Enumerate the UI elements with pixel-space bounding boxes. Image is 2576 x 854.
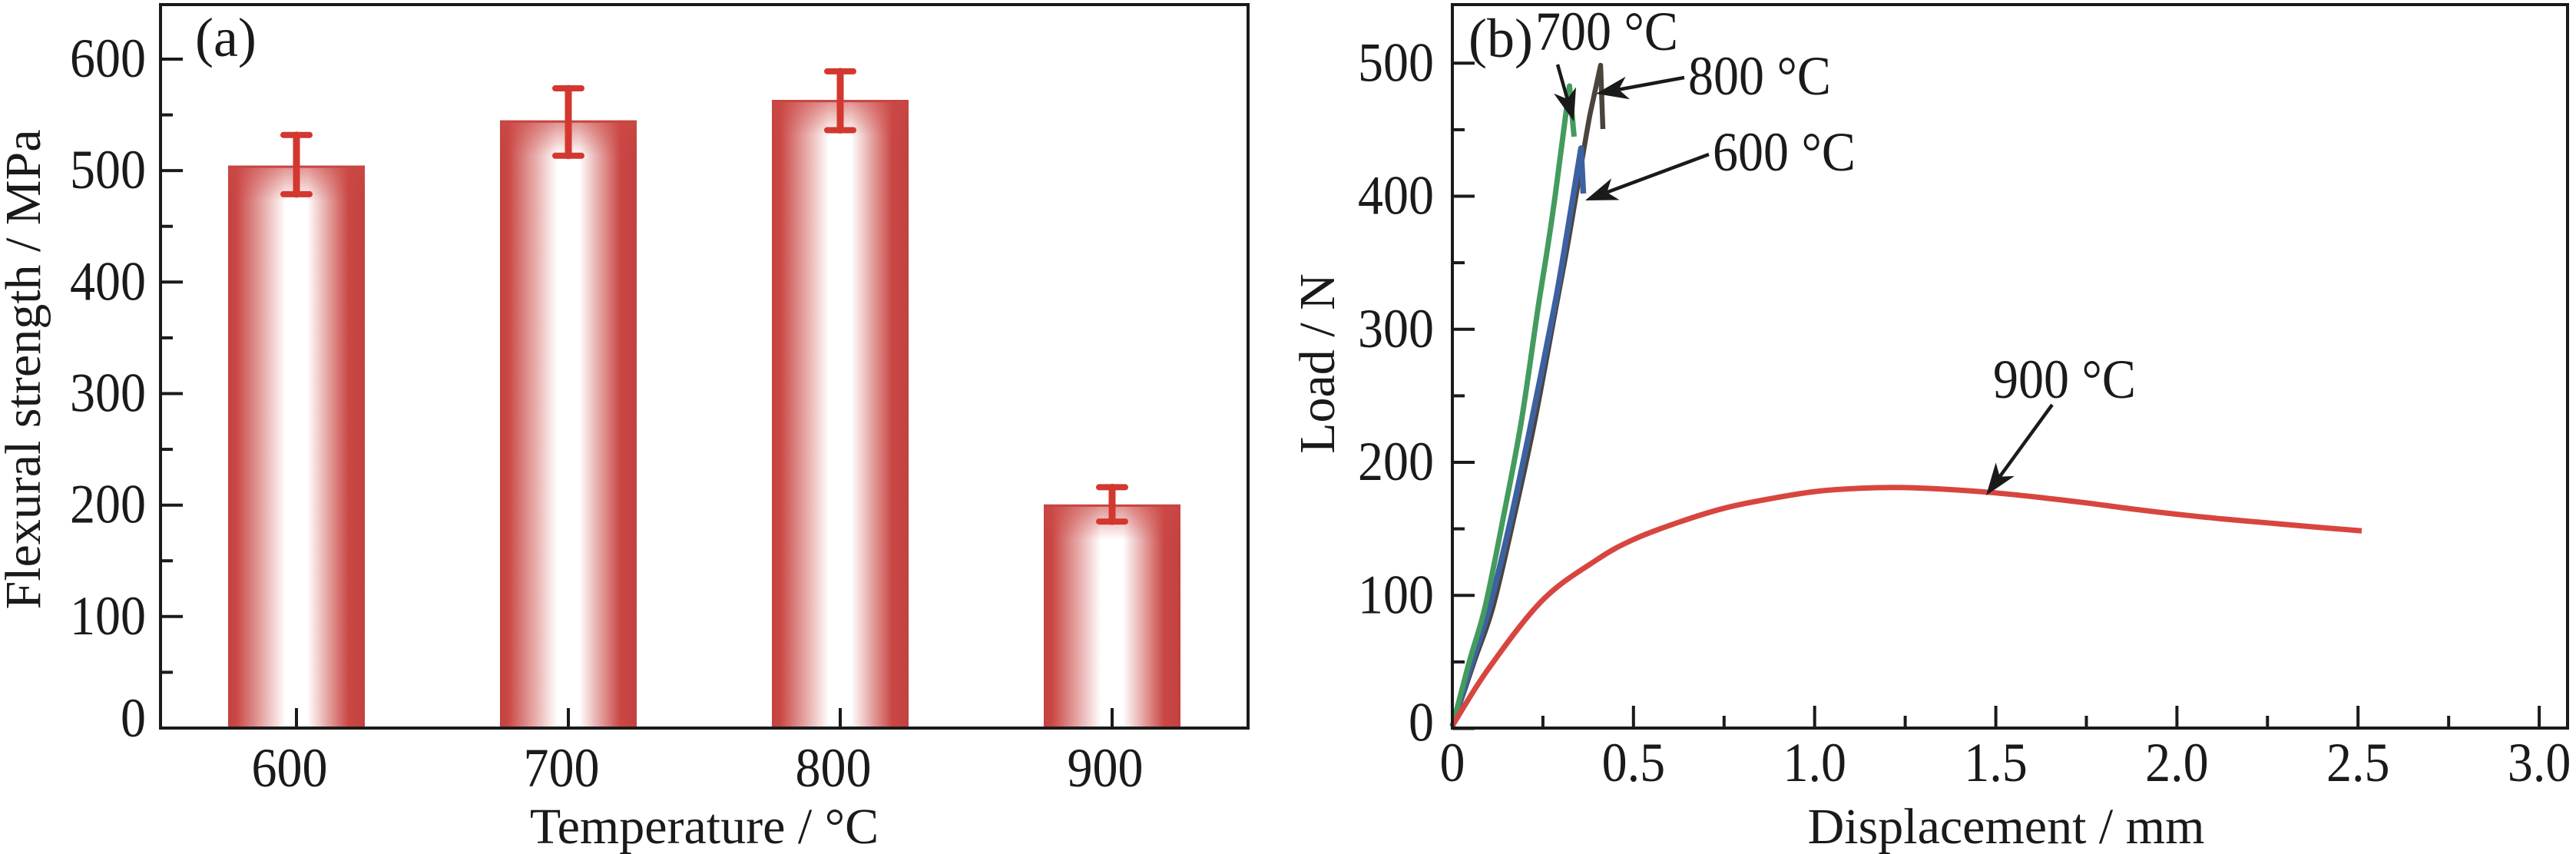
svg-text:1.0: 1.0 (1783, 731, 1846, 793)
svg-text:300: 300 (1358, 297, 1434, 359)
svg-text:0.5: 0.5 (1602, 731, 1665, 793)
svg-text:0: 0 (121, 687, 146, 748)
svg-text:100: 100 (70, 584, 146, 646)
svg-text:0: 0 (1440, 731, 1465, 793)
svg-text:2.0: 2.0 (2145, 731, 2208, 793)
svg-text:(b): (b) (1468, 8, 1533, 69)
svg-text:200: 200 (1358, 430, 1434, 492)
svg-text:0: 0 (1409, 691, 1434, 753)
svg-text:100: 100 (1358, 564, 1434, 625)
svg-text:900: 900 (1068, 736, 1144, 798)
svg-text:600: 600 (252, 736, 328, 798)
svg-text:1.5: 1.5 (1964, 731, 2027, 793)
svg-text:200: 200 (70, 473, 146, 535)
svg-text:3.0: 3.0 (2508, 731, 2571, 793)
svg-text:400: 400 (70, 250, 146, 312)
svg-text:900 °C: 900 °C (1993, 348, 2136, 409)
svg-text:500: 500 (70, 139, 146, 200)
svg-text:(a): (a) (195, 7, 257, 68)
svg-text:600 °C: 600 °C (1713, 121, 1856, 182)
svg-text:700: 700 (524, 736, 600, 798)
svg-text:2.5: 2.5 (2326, 731, 2389, 793)
svg-text:Displacement / mm: Displacement / mm (1808, 799, 2205, 854)
svg-text:500: 500 (1358, 31, 1434, 93)
svg-text:800: 800 (796, 736, 872, 798)
svg-text:600: 600 (70, 27, 146, 88)
svg-text:Temperature / °C: Temperature / °C (530, 799, 879, 854)
svg-text:Flexural strength / MPa: Flexural strength / MPa (0, 129, 51, 609)
svg-text:Load / N: Load / N (1290, 273, 1346, 454)
svg-text:700 °C: 700 °C (1535, 0, 1678, 61)
svg-text:300: 300 (70, 362, 146, 423)
svg-text:400: 400 (1358, 164, 1434, 226)
svg-text:800 °C: 800 °C (1688, 45, 1831, 106)
